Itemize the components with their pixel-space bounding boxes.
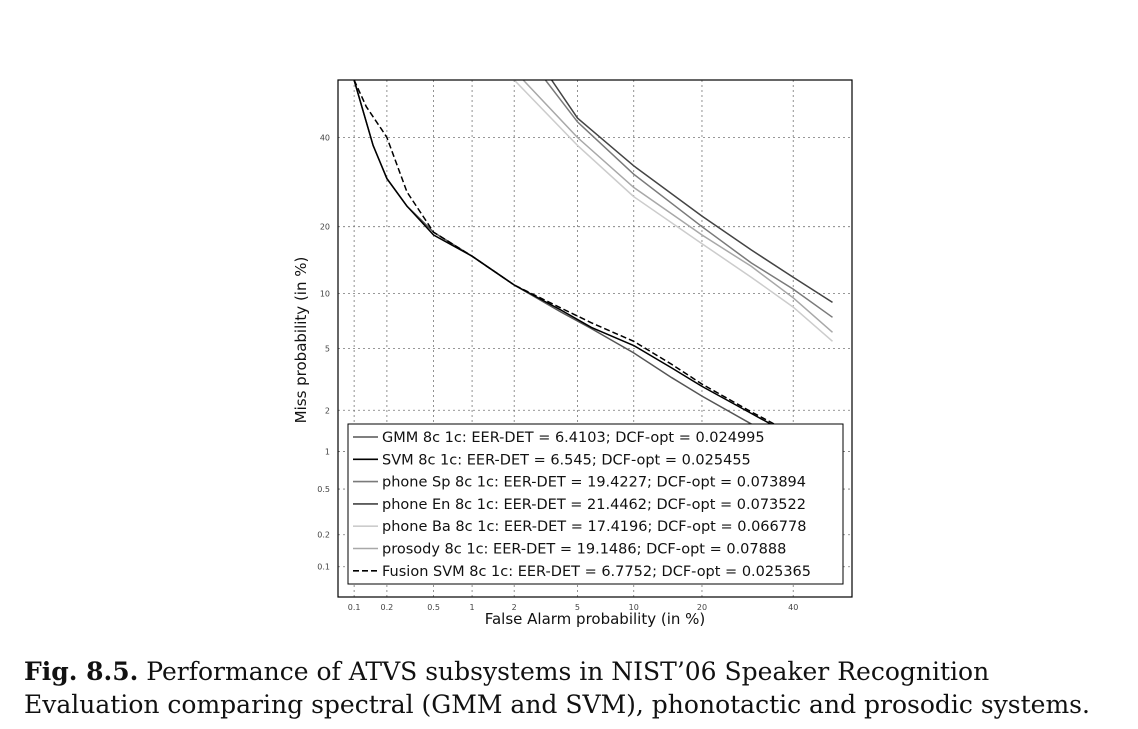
- y-tick-label: 10: [320, 289, 330, 298]
- caption-text: Performance of ATVS subsystems in NIST’0…: [24, 657, 1090, 719]
- series-line-5: [522, 80, 833, 333]
- x-axis-label: False Alarm probability (in %): [485, 610, 706, 628]
- legend-entry-0: GMM 8c 1c: EER-DET = 6.4103; DCF-opt = 0…: [382, 430, 765, 446]
- legend-entry-3: phone En 8c 1c: EER-DET = 21.4462; DCF-o…: [382, 497, 806, 513]
- legend-entry-5: prosody 8c 1c: EER-DET = 19.1486; DCF-op…: [382, 542, 786, 558]
- x-tick-label: 40: [788, 603, 798, 612]
- x-tick-label: 0.1: [348, 603, 361, 612]
- legend-entry-4: phone Ba 8c 1c: EER-DET = 17.4196; DCF-o…: [382, 519, 806, 535]
- legend-entry-6: Fusion SVM 8c 1c: EER-DET = 6.7752; DCF-…: [382, 564, 811, 580]
- series-line-3: [550, 80, 833, 304]
- x-tick-label: 5: [575, 603, 580, 612]
- x-tick-label: 10: [629, 603, 639, 612]
- y-tick-label: 40: [320, 133, 330, 142]
- x-ticks: 0.1 0.2 0.5 1 2 5 10 20 40: [348, 603, 799, 612]
- series-group: [353, 80, 833, 462]
- y-axis-label: Miss probability (in %): [292, 257, 310, 424]
- y-tick-label: 5: [325, 344, 330, 353]
- caption-label: Fig. 8.5.: [24, 657, 139, 686]
- x-tick-label: 0.2: [381, 603, 394, 612]
- y-tick-label: 1: [325, 447, 330, 456]
- legend: GMM 8c 1c: EER-DET = 6.4103; DCF-opt = 0…: [347, 423, 844, 585]
- y-tick-label: 0.1: [317, 563, 330, 572]
- y-tick-label: 0.2: [317, 531, 330, 540]
- y-tick-label: 0.5: [317, 485, 330, 494]
- y-ticks: 0.1 0.2 0.5 1 2 5 10 20 40: [317, 133, 330, 571]
- series-line-2: [544, 80, 833, 318]
- x-tick-label: 20: [697, 603, 707, 612]
- x-tick-label: 1: [470, 603, 475, 612]
- legend-box: [347, 423, 844, 585]
- figure-caption: Fig. 8.5. Performance of ATVS subsystems…: [24, 655, 1124, 721]
- x-tick-label: 0.5: [427, 603, 440, 612]
- legend-entry-2: phone Sp 8c 1c: EER-DET = 19.4227; DCF-o…: [382, 475, 806, 491]
- series-line-4: [513, 80, 833, 342]
- series-line-1: [353, 80, 833, 459]
- plot-frame: [337, 79, 853, 598]
- y-tick-label: 2: [325, 406, 330, 415]
- y-tick-label: 20: [320, 223, 330, 232]
- legend-entry-1: SVM 8c 1c: EER-DET = 6.545; DCF-opt = 0.…: [382, 452, 751, 468]
- x-tick-label: 2: [512, 603, 517, 612]
